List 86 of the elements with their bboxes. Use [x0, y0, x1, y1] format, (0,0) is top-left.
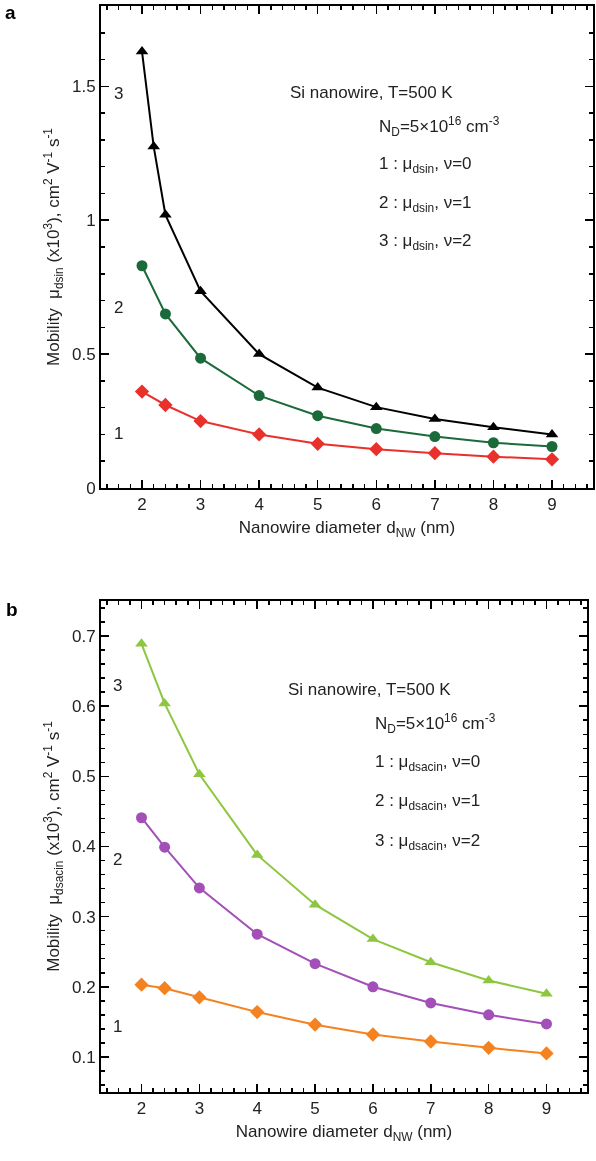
- y-tick-label: 1: [86, 211, 96, 231]
- point: [544, 452, 560, 467]
- point: [136, 260, 148, 272]
- x-tick-label: 9: [541, 1099, 552, 1119]
- annotation: 2 : μ$_{dsacin}$, ν=1: [375, 791, 481, 813]
- series-label: 1: [113, 1017, 123, 1036]
- annotation: 3 : μ$_{dsacin}$, ν=2: [375, 831, 481, 853]
- point: [134, 977, 149, 992]
- annotation: 1 : μ$_{dsacin}$, ν=0: [375, 752, 481, 774]
- point: [425, 997, 437, 1009]
- y-tick-label: 0.5: [71, 345, 96, 365]
- point: [545, 428, 559, 438]
- x-tick-label: 2: [136, 1099, 147, 1119]
- point: [429, 431, 441, 443]
- point: [159, 841, 171, 853]
- point: [312, 410, 324, 422]
- y-tick-label: 0: [86, 478, 96, 498]
- point: [541, 1018, 552, 1030]
- x-tick-label: 2: [137, 495, 147, 515]
- point: [370, 423, 382, 435]
- point: [427, 446, 443, 461]
- x-tick-label: 5: [312, 495, 323, 515]
- series-label: 2: [114, 298, 124, 317]
- x-axis-title: Nanowire diameter d$_{NW}$ (nm): [235, 1122, 453, 1144]
- y-tick-label: 0.5: [71, 767, 96, 787]
- x-tick-label: 3: [194, 1099, 205, 1119]
- point: [365, 1027, 381, 1042]
- y-tick-label: 0.1: [71, 1047, 96, 1067]
- point: [539, 1046, 554, 1061]
- point: [423, 1034, 438, 1049]
- point: [134, 384, 150, 399]
- x-axis-title: Nanowire diameter d$_{NW}$ (nm): [238, 518, 456, 540]
- series-label: 3: [113, 676, 123, 695]
- annotation: 1 : μ$_{dsin}$, ν=0: [379, 154, 472, 176]
- point: [193, 882, 205, 894]
- point: [481, 1040, 496, 1055]
- point: [158, 397, 173, 413]
- annotation: Si nanowire, T=500 K: [290, 83, 454, 102]
- annotation: Si nanowire, T=500 K: [288, 680, 452, 699]
- x-tick-label: 7: [426, 1099, 436, 1119]
- point: [250, 1004, 265, 1020]
- series-label: 3: [114, 84, 124, 103]
- point: [158, 697, 171, 707]
- y-tick-label: 0.6: [71, 697, 96, 717]
- point: [482, 974, 495, 984]
- point: [309, 958, 321, 970]
- point: [487, 437, 499, 449]
- point: [192, 990, 207, 1005]
- x-tick-label: 8: [488, 495, 499, 515]
- x-tick-label: 5: [310, 1099, 320, 1119]
- x-tick-label: 4: [252, 1099, 262, 1119]
- chart-title: a: [5, 2, 16, 23]
- point: [195, 352, 207, 364]
- annotation: 2 : μ$_{dsin}$, ν=1: [379, 193, 472, 215]
- point: [159, 308, 171, 320]
- point: [253, 390, 265, 402]
- y-tick-label: 0.2: [71, 977, 96, 997]
- point: [486, 449, 501, 464]
- series-label: 2: [113, 850, 123, 869]
- point: [251, 427, 267, 442]
- point: [310, 436, 325, 451]
- annotation: N$_{D}$=5×10$^{16}$ cm$^{-3}$: [379, 114, 500, 139]
- point: [546, 440, 558, 452]
- x-tick-label: 6: [371, 495, 382, 515]
- point: [136, 812, 147, 824]
- x-tick-label: 6: [368, 1099, 378, 1119]
- point: [193, 413, 208, 429]
- x-tick-label: 9: [547, 495, 557, 515]
- y-tick-label: 0.4: [71, 837, 96, 857]
- x-tick-label: 3: [195, 495, 206, 515]
- y-tick-label: 0.3: [71, 907, 96, 927]
- point: [369, 442, 384, 457]
- x-tick-label: 7: [430, 495, 440, 515]
- x-tick-label: 8: [483, 1099, 494, 1119]
- y-tick-label: 1.5: [71, 77, 96, 97]
- annotation: N$_{D}$=5×10$^{16}$ cm$^{-3}$: [375, 711, 496, 736]
- annotation: 3 : μ$_{dsin}$, ν=2: [379, 231, 472, 253]
- x-tick-label: 4: [254, 495, 264, 515]
- point: [307, 1017, 323, 1032]
- point: [251, 928, 263, 940]
- point: [157, 981, 172, 996]
- point: [367, 981, 379, 993]
- series-label: 1: [114, 424, 124, 443]
- chart-title: b: [6, 599, 18, 620]
- y-tick-label: 0.7: [71, 627, 96, 647]
- point: [483, 1009, 495, 1021]
